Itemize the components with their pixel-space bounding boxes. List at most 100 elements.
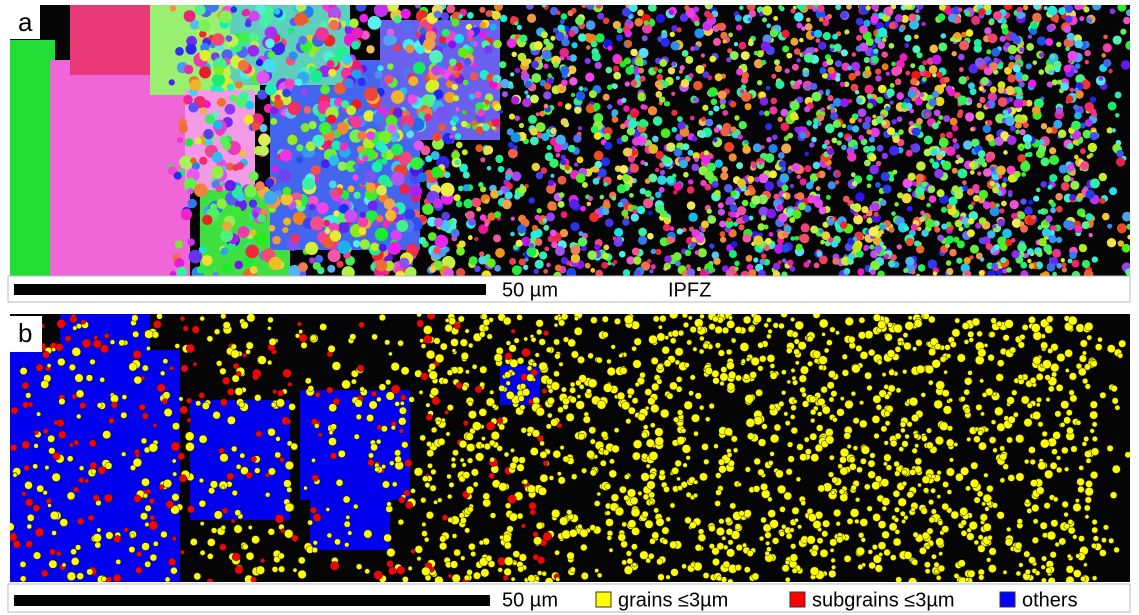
grain (687, 186, 695, 194)
grain (1088, 232, 1093, 238)
grain (663, 266, 668, 271)
grain (769, 170, 777, 179)
grain (517, 224, 527, 234)
grain (531, 225, 538, 231)
grain (337, 161, 347, 171)
grain (1057, 79, 1062, 85)
grain (495, 154, 504, 163)
grain (755, 263, 764, 272)
grain (978, 189, 989, 200)
grain (905, 238, 914, 246)
grain (668, 9, 674, 15)
grain (932, 161, 940, 169)
grain (1027, 248, 1034, 255)
grain (659, 162, 665, 168)
grain (976, 102, 982, 108)
grain (506, 38, 517, 48)
grain (480, 186, 487, 193)
grain (595, 33, 605, 43)
grain (728, 229, 737, 238)
grain (574, 162, 579, 167)
grain (605, 66, 612, 74)
grain (1024, 142, 1032, 150)
grain (805, 85, 810, 90)
grain (174, 258, 185, 268)
grain (257, 213, 266, 223)
grain (709, 55, 716, 63)
grain (603, 133, 611, 140)
grain (701, 227, 706, 233)
grain (359, 13, 369, 23)
grain (1011, 238, 1016, 243)
grain (570, 222, 580, 232)
grain (852, 236, 858, 241)
grain (504, 191, 513, 200)
grain (751, 195, 761, 205)
grain (558, 192, 565, 198)
grain (1011, 250, 1020, 259)
grain (597, 12, 605, 20)
grain (295, 5, 307, 12)
grain (846, 136, 852, 142)
grain (906, 205, 913, 212)
grain (701, 220, 709, 229)
grain (390, 171, 405, 186)
grain (183, 64, 194, 75)
grain (557, 101, 563, 107)
grain (778, 160, 787, 168)
grain (683, 172, 689, 178)
grain (684, 249, 692, 256)
grain (720, 126, 730, 137)
grain (956, 257, 963, 264)
grain (881, 51, 888, 58)
grain (175, 47, 184, 56)
grain (440, 182, 455, 197)
grain (896, 244, 902, 250)
grain (1049, 174, 1058, 183)
grain (187, 198, 197, 209)
grain (1080, 122, 1086, 129)
grain (1063, 25, 1071, 33)
grain (675, 76, 680, 80)
grain (705, 118, 714, 127)
grain (559, 19, 565, 24)
grain (742, 145, 751, 154)
grain (556, 10, 561, 15)
grain (582, 182, 588, 188)
grain (738, 41, 747, 50)
grain (169, 5, 177, 12)
grain (533, 41, 543, 51)
grain (217, 97, 226, 107)
grain (851, 180, 858, 187)
grain (975, 111, 985, 121)
grain (333, 210, 340, 217)
grain (474, 236, 479, 242)
grain (365, 182, 376, 193)
grain (677, 116, 683, 122)
grain (655, 204, 665, 214)
grain (880, 172, 890, 182)
grain (462, 110, 467, 115)
grain (631, 149, 639, 157)
grain (946, 131, 953, 139)
grain (1032, 106, 1041, 115)
grain (543, 103, 549, 109)
grain (885, 71, 890, 76)
grain (440, 12, 449, 21)
grain (255, 59, 264, 67)
grain (467, 36, 473, 42)
grain (282, 187, 292, 196)
grain (627, 155, 636, 163)
grain (967, 229, 975, 238)
grain (830, 112, 839, 121)
grain (469, 72, 479, 81)
grain (502, 91, 508, 98)
grain (707, 215, 716, 224)
grain (949, 248, 957, 257)
grain (398, 151, 413, 166)
grain (331, 140, 342, 151)
grain (781, 184, 789, 192)
grain (951, 124, 959, 132)
grain (1028, 79, 1037, 89)
grain (780, 108, 789, 117)
